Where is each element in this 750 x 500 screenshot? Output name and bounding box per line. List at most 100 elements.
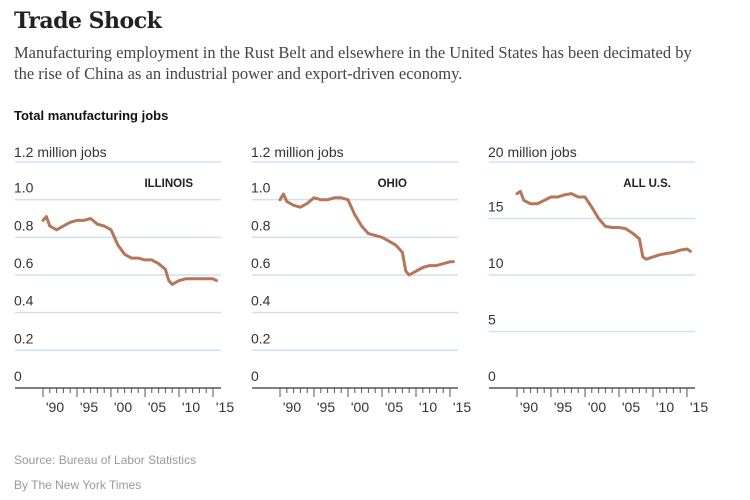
y-tick-label: 5 (488, 312, 496, 328)
data-point (404, 270, 407, 273)
data-point (191, 277, 194, 280)
data-point (278, 198, 282, 201)
y-tick-label: 0 (14, 368, 22, 384)
y-tick-label: 0 (488, 368, 496, 384)
data-point (604, 225, 607, 228)
x-tick-label: '00 (114, 399, 132, 415)
y-tick-label: 1.0 (251, 180, 271, 196)
data-point (631, 231, 634, 235)
x-tick-label: '05 (148, 399, 166, 415)
data-point (611, 226, 614, 229)
data-point (380, 236, 384, 239)
data-point (519, 190, 522, 193)
data-point (292, 204, 295, 207)
y-tick-label: 0 (251, 368, 259, 384)
y-unit-label: 1.2 million jobs (251, 144, 344, 160)
data-point (333, 196, 336, 199)
x-tick-label: '90 (283, 399, 301, 415)
data-point (367, 232, 370, 235)
data-point (96, 222, 99, 226)
y-tick-label: 0.2 (14, 330, 34, 346)
data-point (157, 262, 160, 265)
series-line (515, 189, 692, 261)
y-tick-label: 15 (488, 199, 504, 215)
data-point (177, 279, 181, 282)
x-tick-label: '10 (656, 399, 674, 415)
data-point (109, 228, 113, 231)
data-point (346, 198, 350, 201)
data-point (137, 256, 140, 260)
data-point (597, 217, 600, 220)
x-tick-label: '10 (182, 399, 200, 415)
data-point (408, 273, 411, 277)
y-tick-label: 0.8 (251, 217, 271, 233)
y-tick-label: 0.2 (251, 330, 271, 346)
x-tick-label: '15 (690, 399, 708, 415)
x-tick-label: '05 (622, 399, 640, 415)
data-point (69, 221, 72, 224)
chart-title: Trade Shock (14, 8, 162, 34)
data-point (82, 219, 86, 222)
data-point (536, 202, 539, 206)
y-tick-label: 0.4 (251, 293, 271, 309)
y-tick-label: 0.8 (14, 217, 34, 233)
y-tick-label: 10 (488, 255, 504, 271)
data-point (658, 253, 661, 256)
data-point (48, 224, 51, 228)
data-point (590, 206, 593, 209)
panel-label: OHIO (378, 178, 407, 190)
data-point (641, 255, 644, 259)
data-point (556, 195, 559, 199)
data-point (428, 264, 431, 267)
data-point (448, 260, 452, 264)
data-point (638, 237, 641, 241)
data-point (689, 250, 692, 253)
data-point (685, 247, 689, 251)
data-point (394, 243, 397, 247)
x-tick-label: '15 (216, 399, 234, 415)
y-unit-label: 20 million jobs (488, 144, 577, 160)
chart-leadin: Total manufacturing jobs (14, 108, 169, 123)
series-line (41, 215, 218, 286)
data-point (150, 258, 153, 262)
data-point (387, 239, 390, 243)
data-point (515, 192, 519, 195)
data-point (435, 264, 438, 267)
x-tick-label: '00 (588, 399, 606, 415)
data-point (171, 283, 174, 286)
data-point (421, 266, 424, 269)
y-tick-label: 1.0 (14, 180, 34, 196)
data-point (319, 198, 322, 201)
x-tick-label: '90 (520, 399, 538, 415)
chart-panel-ohio: 1.2 million jobs 0 0.2 0.4 0.6 0.8 1.0 '90 '95 '0… (251, 144, 471, 415)
data-point (414, 270, 418, 273)
series-line (278, 192, 455, 277)
data-point (563, 193, 566, 196)
y-unit-label: 1.2 million jobs (14, 144, 107, 160)
data-point (211, 277, 215, 280)
data-point (645, 257, 648, 261)
data-point (672, 251, 675, 254)
data-point (624, 227, 627, 230)
data-point (299, 206, 302, 209)
data-point (41, 219, 45, 222)
x-tick-label: '95 (317, 399, 335, 415)
data-point (665, 252, 668, 255)
data-point (167, 279, 170, 282)
x-tick-label: '90 (46, 399, 64, 415)
data-point (452, 260, 455, 264)
data-point (577, 195, 580, 199)
chart-panel-illinois: 1.2 million jobs 0 0.2 0.4 0.6 0.8 1.0 '90 '95 '0… (14, 144, 234, 415)
data-point (205, 277, 208, 280)
source-note: Source: Bureau of Labor Statistics (14, 453, 197, 467)
data-point (143, 258, 147, 262)
data-point (198, 277, 201, 280)
data-point (679, 248, 682, 252)
data-point (282, 192, 285, 196)
data-point (215, 279, 218, 282)
data-point (583, 195, 587, 199)
data-point (130, 256, 133, 260)
data-point (164, 268, 167, 271)
data-point (374, 234, 377, 237)
